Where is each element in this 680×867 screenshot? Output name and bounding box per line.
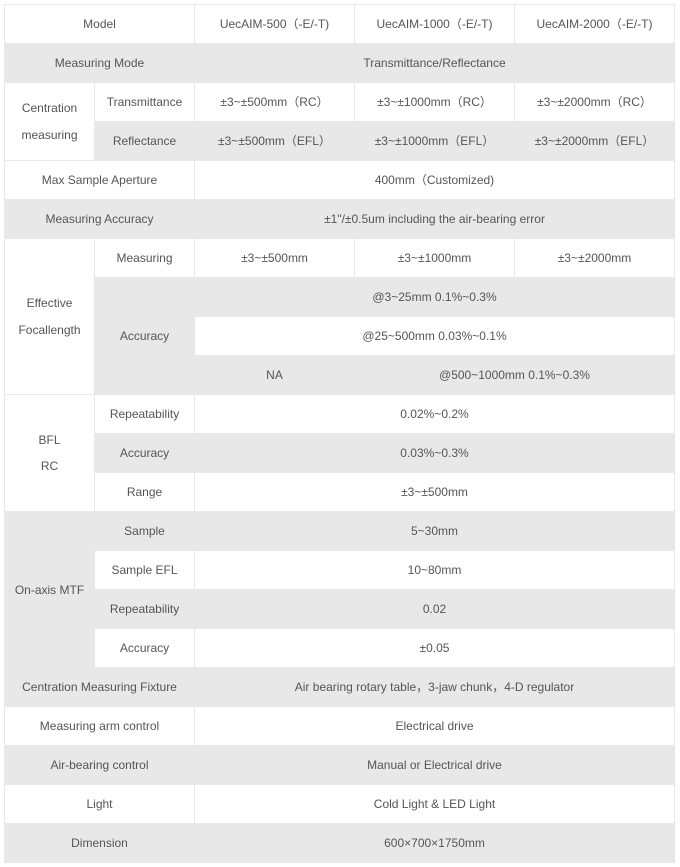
arm-value: Electrical drive (195, 707, 675, 746)
efl-accuracy-r1: @3~25mm 0.1%~0.3% (195, 278, 675, 317)
centration-refl-v2: ±3~±1000mm（EFL） (355, 122, 515, 161)
mtf-sample-efl-label: Sample EFL (95, 551, 195, 590)
fixture-label: Centration Measuring Fixture (5, 668, 195, 707)
efl-accuracy-label: Accuracy (95, 278, 195, 395)
airbearing-label: Air-bearing control (5, 746, 195, 785)
header-model: Model (5, 5, 195, 44)
header-col3: UecAIM-2000（-E/-T) (515, 5, 675, 44)
mtf-sample-val: 5~30mm (195, 512, 675, 551)
max-aperture-label: Max Sample Aperture (5, 161, 195, 200)
efl-accuracy-r3-na: NA (195, 356, 355, 395)
dimension-label: Dimension (5, 824, 195, 863)
fixture-value: Air bearing rotary table，3-jaw chunk，4-D… (195, 668, 675, 707)
centration-label: Centration measuring (5, 83, 95, 161)
efl-label: Effective Focallength (5, 239, 95, 395)
efl-m-v1: ±3~±500mm (195, 239, 355, 278)
airbearing-value: Manual or Electrical drive (195, 746, 675, 785)
mtf-accuracy-val: ±0.05 (195, 629, 675, 668)
efl-measuring-label: Measuring (95, 239, 195, 278)
centration-trans-v3: ±3~±2000mm（RC） (515, 83, 675, 122)
efl-m-v2: ±3~±1000mm (355, 239, 515, 278)
bfl-range-val: ±3~±500mm (195, 473, 675, 512)
bfl-repeatability-val: 0.02%~0.2% (195, 395, 675, 434)
mtf-repeatability-val: 0.02 (195, 590, 675, 629)
centration-trans-v1: ±3~±500mm（RC） (195, 83, 355, 122)
spec-table: Model UecAIM-500（-E/-T) UecAIM-1000（-E/-… (4, 4, 675, 863)
header-col2: UecAIM-1000（-E/-T) (355, 5, 515, 44)
centration-trans-v2: ±3~±1000mm（RC） (355, 83, 515, 122)
mtf-repeatability-label: Repeatability (95, 590, 195, 629)
bfl-repeatability-label: Repeatability (95, 395, 195, 434)
max-aperture-value: 400mm（Customized) (195, 161, 675, 200)
efl-m-v3: ±3~±2000mm (515, 239, 675, 278)
measuring-mode-value: Transmittance/Reflectance (195, 44, 675, 83)
efl-accuracy-r2: @25~500mm 0.03%~0.1% (195, 317, 675, 356)
mtf-accuracy-label: Accuracy (95, 629, 195, 668)
meas-accuracy-value: ±1"/±0.5um including the air-bearing err… (195, 200, 675, 239)
meas-accuracy-label: Measuring Accuracy (5, 200, 195, 239)
bfl-range-label: Range (95, 473, 195, 512)
header-col1: UecAIM-500（-E/-T) (195, 5, 355, 44)
arm-label: Measuring arm control (5, 707, 195, 746)
measuring-mode-label: Measuring Mode (5, 44, 195, 83)
centration-trans-label: Transmittance (95, 83, 195, 122)
bfl-label: BFL RC (5, 395, 95, 512)
centration-refl-label: Reflectance (95, 122, 195, 161)
centration-refl-v1: ±3~±500mm（EFL） (195, 122, 355, 161)
bfl-accuracy-val: 0.03%~0.3% (195, 434, 675, 473)
mtf-sample-efl-val: 10~80mm (195, 551, 675, 590)
mtf-label: On-axis MTF (5, 512, 95, 668)
efl-accuracy-r3-val: @500~1000mm 0.1%~0.3% (355, 356, 675, 395)
bfl-accuracy-label: Accuracy (95, 434, 195, 473)
mtf-sample-label: Sample (95, 512, 195, 551)
dimension-value: 600×700×1750mm (195, 824, 675, 863)
centration-refl-v3: ±3~±2000mm（EFL） (515, 122, 675, 161)
